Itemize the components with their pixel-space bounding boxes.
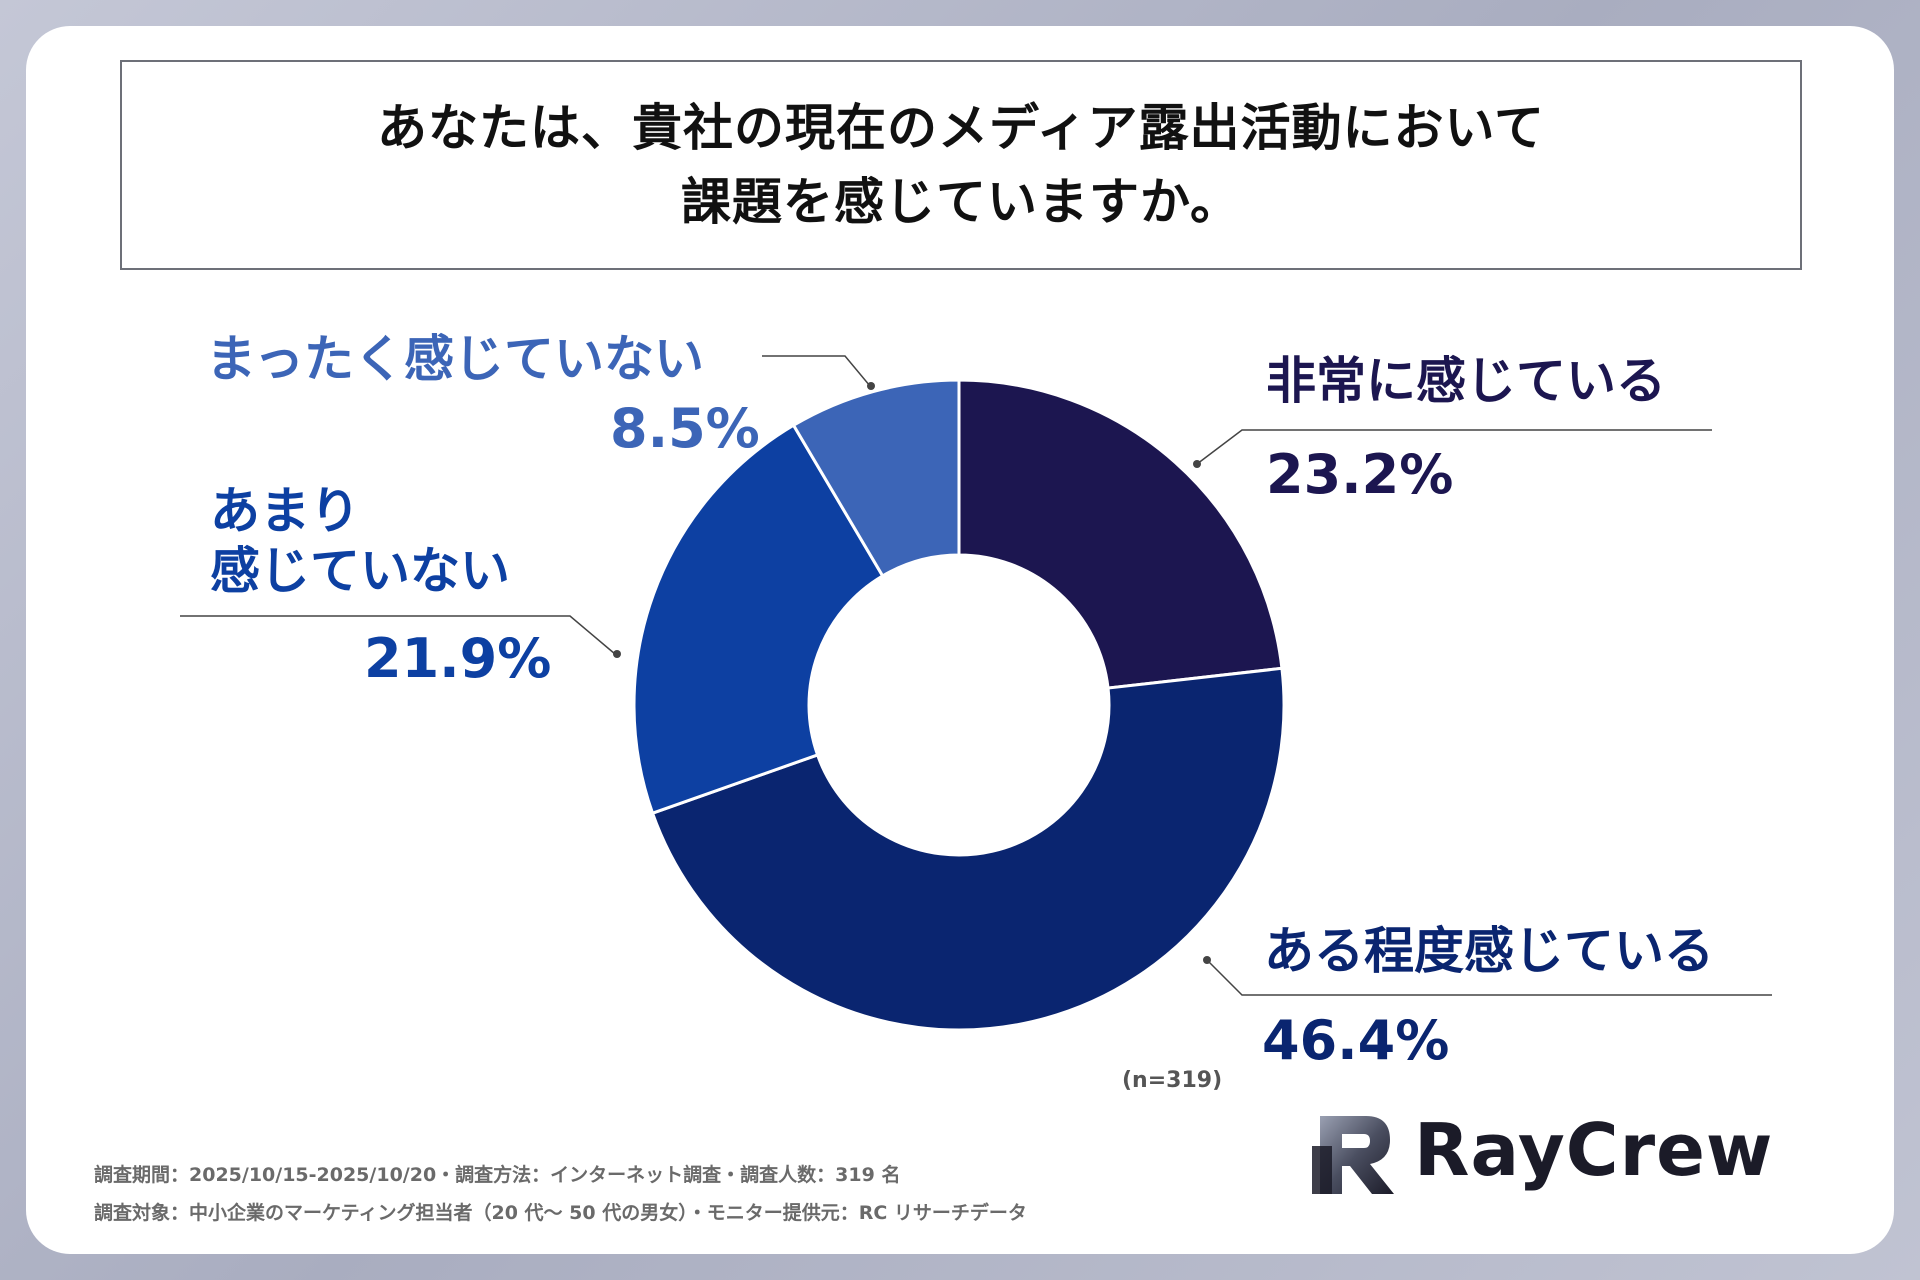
slice-not-much [632,423,885,816]
leader-dot-somewhat [1203,956,1211,964]
title-line-1: あなたは、貴社の現在のメディア露出活動において [377,99,1545,157]
label-very-much-value: 23.2% [1266,443,1454,506]
leader-line-very-much [1196,429,1712,465]
leader-dot-very-much [1193,460,1201,468]
leader-dot-not-at-all [867,382,875,390]
label-not-at-all-value: 8.5% [610,397,760,460]
label-not-much-name-1: あまり [210,482,360,540]
label-somewhat-value: 46.4% [1262,1009,1450,1072]
leader-lines [180,355,1772,996]
raycrew-logo-mark [1312,1116,1394,1194]
footer-survey-target: 調査対象：中小企業のマーケティング担当者（20 代～ 50 代の男女）・モニター… [94,1202,1027,1224]
label-not-much-value: 21.9% [364,627,552,690]
title-line-2: 課題を感じていますか。 [681,173,1241,231]
title-box: あなたは、貴社の現在のメディア露出活動において 課題を感じていますか。 [120,60,1802,270]
label-very-much-name: 非常に感じている [1266,352,1666,410]
leader-dots [613,382,1211,964]
leader-dot-not-much [613,650,621,658]
label-somewhat-name: ある程度感じている [1264,922,1714,980]
leader-line-not-much [180,615,616,655]
slice-not-at-all [791,378,961,578]
raycrew-logo: RayCrew [1306,1102,1786,1202]
label-not-much-name-2: 感じていない [210,542,510,600]
label-not-at-all-name: まったく感じていない [206,330,704,388]
sample-size-note: (n=319) [1122,1068,1223,1093]
slice-very-much [957,378,1284,690]
leader-line-somewhat [1206,959,1772,996]
footer-survey-period: 調査期間：2025/10/15-2025/10/20・調査方法：インターネット調… [94,1164,901,1186]
raycrew-logo-text: RayCrew [1414,1108,1774,1192]
leader-line-not-at-all [762,355,871,387]
